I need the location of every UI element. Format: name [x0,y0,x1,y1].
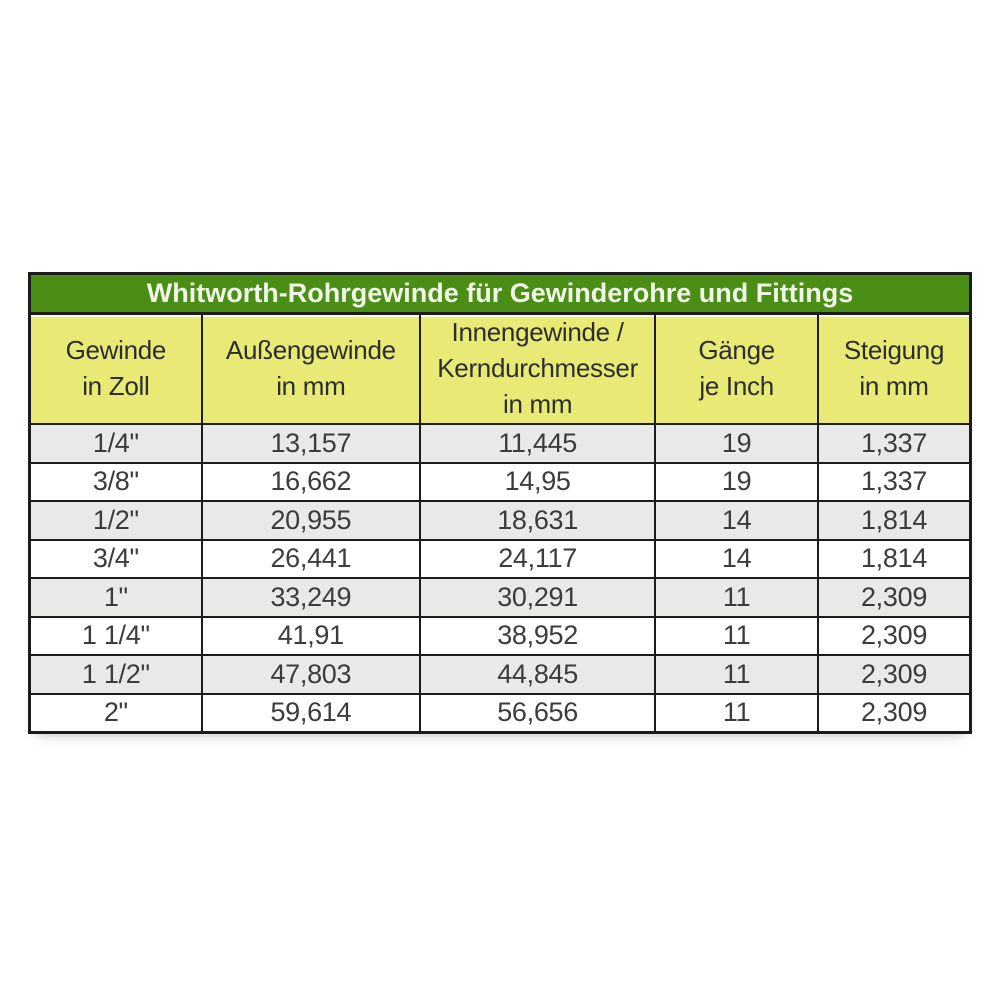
column-header-steigung: Steigung in mm [817,312,972,425]
cell-gaenge: 14 [654,538,820,579]
cell-innengewinde: 18,631 [418,500,657,541]
cell-innengewinde: 44,845 [418,654,657,695]
cell-gewinde: 3/8" [28,461,203,502]
cell-innengewinde: 30,291 [418,577,657,618]
cell-innengewinde: 14,95 [418,461,657,502]
cell-gewinde: 1 1/2" [28,654,203,695]
cell-aussengewinde: 13,157 [200,423,421,464]
column-header-innengewinde: Innengewinde / Kerndurchmesser in mm [418,312,657,425]
table-row: 1 1/4" 41,91 38,952 11 2,309 [28,615,972,656]
cell-aussengewinde: 59,614 [200,692,421,734]
cell-gaenge: 19 [654,461,820,502]
column-header-gaenge: Gänge je Inch [654,312,820,425]
cell-steigung: 2,309 [817,654,972,695]
cell-aussengewinde: 20,955 [200,500,421,541]
cell-aussengewinde: 33,249 [200,577,421,618]
thread-spec-table: Whitworth-Rohrgewinde für Gewinderohre u… [28,272,972,734]
cell-innengewinde: 24,117 [418,538,657,579]
thread-spec-table-container: Whitworth-Rohrgewinde für Gewinderohre u… [28,272,972,734]
table-header-row: Gewinde in Zoll Außengewinde in mm Innen… [28,312,972,425]
cell-gaenge: 19 [654,423,820,464]
cell-steigung: 1,814 [817,538,972,579]
cell-gewinde: 1" [28,577,203,618]
cell-gewinde: 1/2" [28,500,203,541]
table-row: 3/8" 16,662 14,95 19 1,337 [28,461,972,502]
cell-innengewinde: 11,445 [418,423,657,464]
cell-gewinde: 3/4" [28,538,203,579]
cell-steigung: 2,309 [817,577,972,618]
cell-innengewinde: 38,952 [418,615,657,656]
cell-gaenge: 11 [654,577,820,618]
table-row: 1" 33,249 30,291 11 2,309 [28,577,972,618]
table-row: 1/2" 20,955 18,631 14 1,814 [28,500,972,541]
table-row: 2" 59,614 56,656 11 2,309 [28,692,972,734]
column-header-aussengewinde: Außengewinde in mm [200,312,421,425]
cell-gewinde: 2" [28,692,203,734]
cell-aussengewinde: 26,441 [200,538,421,579]
cell-steigung: 1,814 [817,500,972,541]
column-header-gewinde-zoll: Gewinde in Zoll [28,312,203,425]
table-title: Whitworth-Rohrgewinde für Gewinderohre u… [28,272,972,315]
table-row: 1 1/2" 47,803 44,845 11 2,309 [28,654,972,695]
cell-gaenge: 11 [654,654,820,695]
cell-steigung: 2,309 [817,692,972,734]
cell-gewinde: 1 1/4" [28,615,203,656]
cell-steigung: 1,337 [817,423,972,464]
cell-gaenge: 11 [654,692,820,734]
cell-aussengewinde: 47,803 [200,654,421,695]
cell-aussengewinde: 41,91 [200,615,421,656]
cell-innengewinde: 56,656 [418,692,657,734]
table-row: 3/4" 26,441 24,117 14 1,814 [28,538,972,579]
cell-aussengewinde: 16,662 [200,461,421,502]
cell-steigung: 1,337 [817,461,972,502]
cell-gaenge: 14 [654,500,820,541]
cell-gewinde: 1/4" [28,423,203,464]
table-row: 1/4" 13,157 11,445 19 1,337 [28,423,972,464]
cell-steigung: 2,309 [817,615,972,656]
cell-gaenge: 11 [654,615,820,656]
table-title-row: Whitworth-Rohrgewinde für Gewinderohre u… [28,272,972,315]
